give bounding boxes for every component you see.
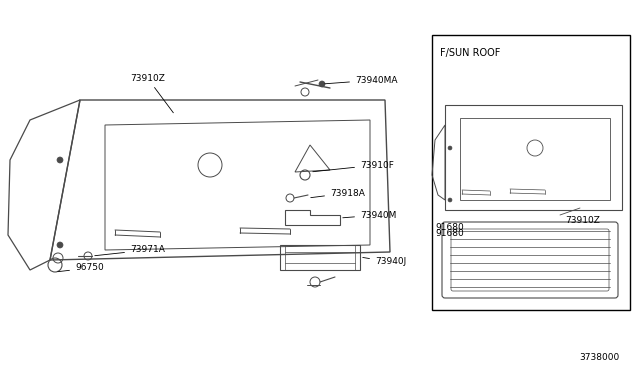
Circle shape	[319, 81, 325, 87]
Text: 73940J: 73940J	[363, 257, 406, 266]
Text: 73918A: 73918A	[311, 189, 365, 198]
Text: 73910F: 73910F	[313, 160, 394, 172]
Text: 73910Z: 73910Z	[130, 74, 173, 113]
Circle shape	[57, 157, 63, 163]
Text: 73940MA: 73940MA	[324, 76, 397, 84]
Text: 3738000: 3738000	[580, 353, 620, 362]
Circle shape	[448, 198, 452, 202]
Text: 91680: 91680	[435, 228, 464, 237]
Bar	[432, 35, 630, 310]
Text: 73971A: 73971A	[95, 246, 165, 256]
Text: 73940M: 73940M	[343, 211, 396, 219]
Text: F/SUN ROOF: F/SUN ROOF	[440, 48, 500, 58]
Circle shape	[57, 242, 63, 248]
Text: 91680: 91680	[435, 223, 464, 232]
Text: 96750: 96750	[58, 263, 104, 273]
Circle shape	[448, 146, 452, 150]
Text: 73910Z: 73910Z	[565, 215, 600, 224]
